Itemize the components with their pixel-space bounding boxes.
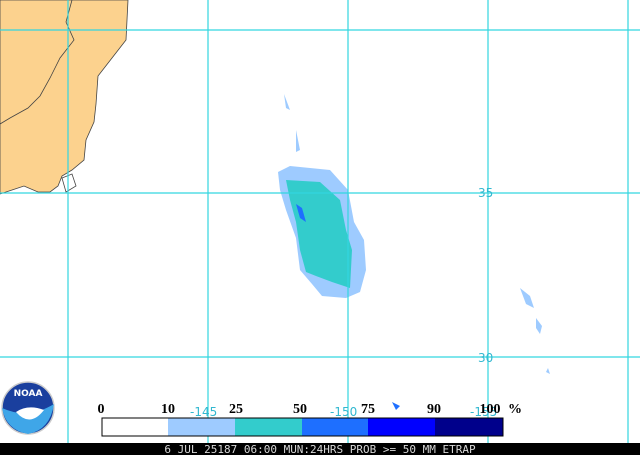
legend-label: 25 — [229, 402, 243, 417]
legend-swatch — [368, 418, 435, 436]
legend-frame — [101, 417, 504, 437]
rain-area — [296, 204, 306, 222]
rain-area — [286, 180, 352, 288]
legend-label: 90 — [427, 402, 441, 417]
legend-swatch — [102, 418, 168, 436]
rain-area — [392, 402, 400, 410]
lon-label: -150 — [330, 405, 357, 419]
rain-area — [284, 94, 300, 152]
legend-swatch — [235, 418, 302, 436]
legend-swatch — [168, 418, 235, 436]
legend-swatch — [302, 418, 368, 436]
legend-label: 10 — [161, 402, 175, 417]
legend-swatch — [435, 418, 503, 436]
legend-label: 75 — [361, 402, 375, 417]
legend-label: 50 — [293, 402, 307, 417]
legend-unit: % — [508, 402, 522, 417]
footer-bar — [0, 443, 640, 455]
lon-label: -145 — [190, 405, 217, 419]
lat-label: 30 — [478, 351, 493, 365]
noaa-logo: NOAA — [1, 381, 55, 435]
lat-label: 35 — [478, 186, 493, 200]
legend-label: 0 — [98, 402, 105, 417]
bay — [61, 173, 77, 193]
logo-text: NOAA — [14, 389, 43, 399]
graticule — [0, 0, 640, 443]
legend — [101, 417, 504, 437]
footer-text: 6 JUL 25187 06:00 MUN:24HRS PROB >= 50 M… — [164, 443, 476, 455]
lon-label: -155 — [470, 405, 497, 419]
legend-label: 100 — [480, 402, 501, 417]
